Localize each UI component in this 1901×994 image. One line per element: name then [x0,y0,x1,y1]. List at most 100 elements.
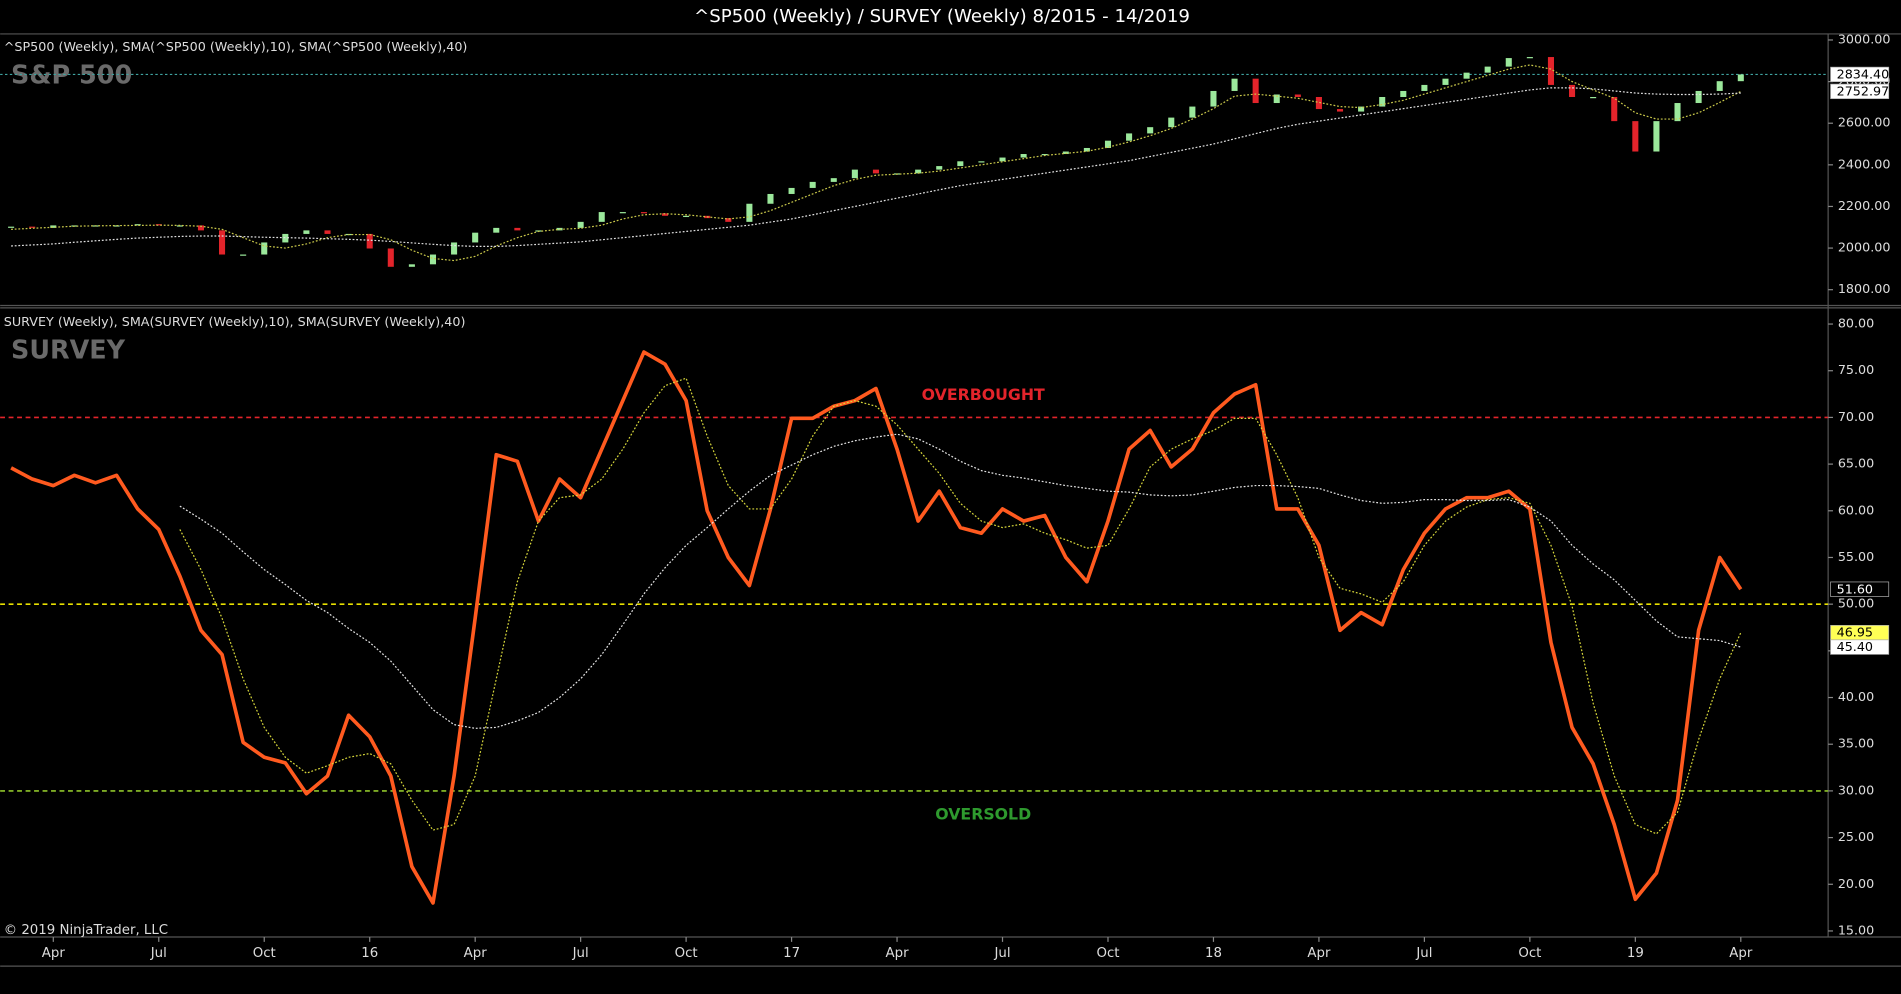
candle [830,178,837,182]
y-tick-label: 50.00 [1838,596,1874,611]
x-tick-label: Jul [1415,946,1432,961]
x-tick-label: Oct [1096,946,1119,961]
candle [261,242,268,255]
candle [8,226,15,228]
candle [936,166,943,170]
series-line [179,433,1741,729]
candle [767,193,774,204]
candle [1083,147,1090,152]
y-tick-label: 55.00 [1838,549,1874,564]
candle [683,215,690,218]
value-label: 2834.40 [1837,67,1890,82]
candle [1569,84,1576,97]
candle [1273,94,1280,104]
watermark: SURVEY [11,336,126,366]
y-tick-label: 35.00 [1838,736,1874,751]
candle [1379,96,1386,107]
candle [408,264,415,267]
candle [1104,140,1112,148]
x-tick-label: Jul [150,946,167,961]
x-tick-label: Oct [1518,946,1541,961]
x-tick-label: Apr [1307,946,1331,961]
candle [324,230,331,234]
value-label-box [1830,581,1890,597]
candle [872,169,879,174]
candle [1315,96,1322,110]
candle [619,212,626,214]
copyright: © 2019 NinjaTrader, LLC [4,923,168,938]
candle [1020,154,1027,158]
y-tick-label: 75.00 [1838,362,1874,377]
level-label: OVERBOUGHT [922,385,1045,404]
candle [1252,78,1259,104]
candle [661,213,669,216]
candle [746,203,753,222]
x-tick-label: Oct [675,946,698,961]
candle [1653,121,1660,152]
candle [514,227,521,231]
x-tick-label: Apr [464,946,488,961]
value-label: 45.40 [1837,639,1873,654]
candle [472,232,479,243]
candle [957,161,964,167]
y-tick-label: 3000.00 [1838,31,1891,46]
y-tick-label: 2400.00 [1838,156,1891,171]
candle [1189,106,1196,118]
value-label: 51.60 [1837,581,1873,596]
candle [1695,90,1702,104]
value-label-box [1830,66,1890,83]
candle [999,157,1006,162]
candle [366,233,373,249]
x-tick-label: Apr [42,946,66,961]
value-label: 46.95 [1837,625,1873,640]
x-tick-label: 16 [361,946,378,961]
series-line [10,350,1743,905]
y-tick-label: 1800.00 [1838,281,1891,296]
candle [915,169,922,174]
candle [577,221,584,228]
y-tick-label: 65.00 [1838,456,1874,471]
candle [1062,151,1069,155]
y-tick-label: 60.00 [1838,502,1874,517]
value-label-box [1830,83,1890,100]
x-tick-label: Apr [886,946,910,961]
candle [1210,90,1217,107]
candle [1505,58,1512,67]
candle [1041,154,1048,156]
candle [451,242,458,255]
x-tick-label: Jul [572,946,589,961]
y-tick-label: 70.00 [1838,409,1874,424]
candle [387,248,394,267]
watermark: S&P 500 [11,60,132,90]
y-tick-label: 20.00 [1838,876,1874,891]
candle [978,161,985,163]
candle [1400,90,1407,97]
candle [134,224,141,226]
candle [1421,84,1428,91]
x-tick-label: 18 [1205,946,1222,961]
candle [1674,103,1681,122]
x-tick-label: 17 [783,946,800,961]
candle [197,225,204,231]
candle [1716,81,1723,91]
y-tick-label: 2600.00 [1838,115,1891,130]
y-tick-label: 40.00 [1838,689,1874,704]
legend: ^SP500 (Weekly), SMA(^SP500 (Weekly),10)… [4,39,468,54]
series-line [11,64,1742,262]
y-tick-label: 30.00 [1838,782,1874,797]
y-tick-label: 80.00 [1838,316,1874,331]
candle [303,230,310,234]
value-label: 2752.97 [1837,83,1890,98]
candle [155,224,162,226]
y-tick-label: 2000.00 [1838,240,1891,255]
candle [788,187,795,194]
candle [598,212,605,222]
candle [1336,109,1344,112]
candle [1126,133,1133,141]
candle [240,254,247,256]
candle [640,212,647,214]
x-tick-label: Oct [253,946,276,961]
